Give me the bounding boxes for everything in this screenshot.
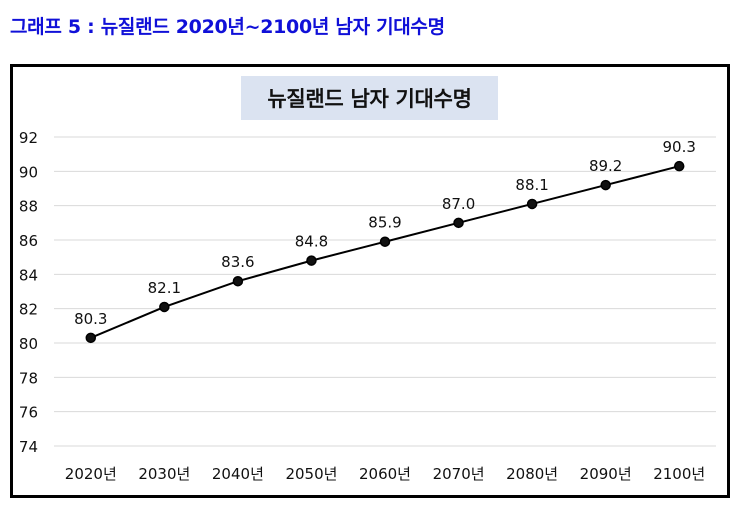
x-tick-label: 2100년 (653, 465, 705, 483)
x-tick-label: 2020년 (65, 465, 117, 483)
data-point (159, 301, 170, 313)
data-label: 90.3 (663, 138, 696, 156)
data-labels: 80.3 82.1 83.6 84.8 85.9 87.0 88.1 89.2 90.3 (74, 138, 696, 328)
x-tick-label: 2050년 (285, 465, 337, 483)
y-tick-label: 84 (19, 266, 38, 284)
series-line (90, 165, 680, 339)
data-label: 87.0 (442, 195, 475, 213)
data-label: 83.6 (221, 253, 254, 271)
data-point (306, 255, 317, 266)
chart-frame (10, 64, 730, 498)
data-label: 82.1 (148, 279, 181, 297)
y-tick-label: 82 (19, 301, 38, 319)
x-tick-label: 2030년 (138, 465, 190, 483)
data-point (673, 160, 685, 172)
data-point (526, 198, 538, 210)
x-tick-label: 2080년 (506, 465, 558, 483)
y-tick-label: 74 (19, 438, 38, 456)
data-point (85, 332, 97, 344)
x-tick-label: 2040년 (212, 465, 264, 483)
y-tick-label: 80 (19, 335, 38, 353)
data-point (600, 179, 611, 191)
data-point (453, 217, 464, 229)
y-tick-label: 92 (19, 129, 38, 147)
y-tick-label: 86 (19, 232, 38, 250)
x-tick-label: 2070년 (433, 465, 485, 483)
data-label: 85.9 (368, 214, 401, 232)
x-tick-label: 2060년 (359, 465, 411, 483)
data-label: 80.3 (74, 310, 107, 328)
y-tick-label: 88 (19, 198, 38, 216)
y-tick-label: 78 (19, 369, 38, 387)
figure-caption: 그래프 5 : 뉴질랜드 2020년~2100년 남자 기대수명 (10, 16, 445, 38)
series-line-layer (90, 165, 680, 339)
data-label: 89.2 (589, 157, 622, 175)
data-label: 88.1 (515, 176, 548, 194)
chart-title-box: 뉴질랜드 남자 기대수명 (241, 76, 498, 120)
data-points (85, 160, 685, 344)
x-axis-ticks: 2020년 2030년 2040년 2050년 2060년 2070년 2080년 2090년… (65, 465, 705, 483)
y-tick-label: 90 (19, 163, 38, 181)
y-tick-label: 76 (19, 404, 38, 422)
data-point (232, 275, 244, 287)
x-tick-label: 2090년 (580, 465, 632, 483)
data-point (379, 236, 391, 247)
y-axis-ticks: 74 76 78 80 82 84 86 88 90 92 (19, 129, 38, 456)
data-label: 84.8 (295, 233, 328, 251)
chart-title: 뉴질랜드 남자 기대수명 (267, 87, 472, 111)
